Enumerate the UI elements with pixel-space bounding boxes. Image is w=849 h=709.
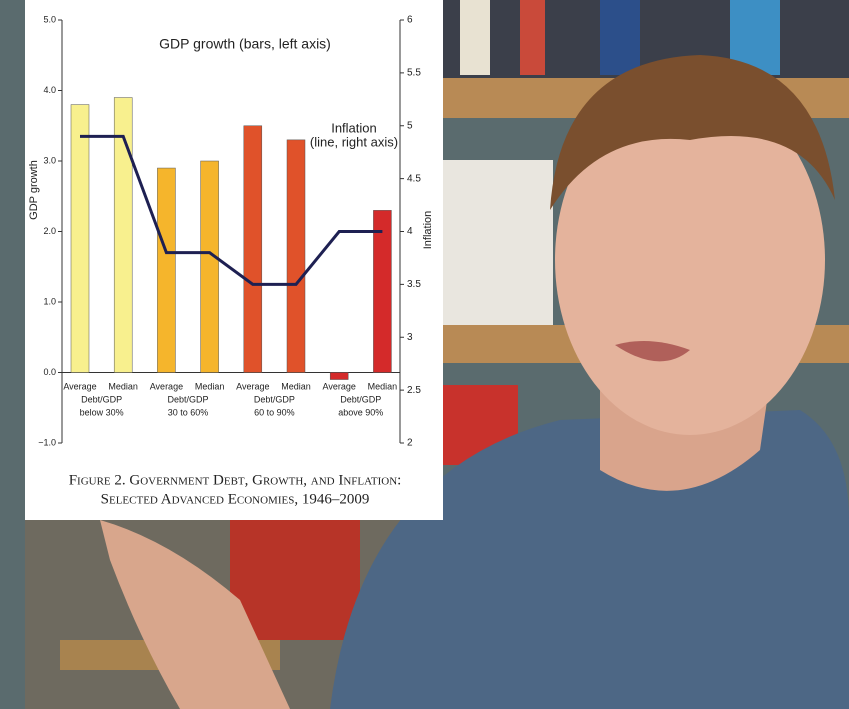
y2-tick-label: 5.5 [407,68,421,79]
books [443,160,553,325]
shirt [330,410,849,709]
bar [329,372,349,380]
y-tick-label: 1.0 [43,296,56,306]
caption: Figure 2. Government Debt, Growth, and I… [69,472,402,488]
group-label: Debt/GDP [340,394,381,404]
x-tick-label: Median [281,381,311,391]
group-label: Debt/GDP [81,394,122,404]
book [460,0,490,75]
hair [550,55,835,210]
y-tick-label: −1.0 [38,437,56,447]
y2-tick-label: 5 [407,120,413,131]
bar [70,104,90,373]
y-tick-label: 2.0 [43,226,56,236]
line-annotation: (line, right axis) [310,134,398,149]
x-tick-label: Average [323,381,356,391]
chart: GDP growth (bars, left axis) Inflation (… [28,14,434,507]
red-box [230,520,360,640]
y2-tick-label: 3 [407,332,413,343]
mouth [615,341,690,362]
hand [100,520,290,709]
x-tick-label: Average [63,381,96,391]
y2-tick-label: 4.5 [407,173,421,184]
group-label: above 90% [338,407,383,417]
caption: Selected Advanced Economies, 1946–2009 [101,491,370,507]
bar [157,167,176,373]
y-tick-label: 4.0 [43,85,56,95]
y-tick-label: 5.0 [43,14,56,24]
y2-axis-label: Inflation [422,211,434,250]
y-tick-label: 3.0 [43,155,56,165]
x-tick-label: Average [236,381,269,391]
book [600,0,640,75]
group-label: Debt/GDP [167,394,208,404]
x-tick-label: Average [150,381,183,391]
y2-tick-label: 4 [407,226,413,237]
bar [113,97,133,373]
group-label: below 30% [80,407,124,417]
y-axis-label: GDP growth [28,160,40,220]
bar [373,210,392,373]
chart-title: GDP growth (bars, left axis) [159,36,331,52]
y2-tick-label: 6 [407,15,413,26]
line-annotation: Inflation [331,120,377,135]
bar [200,160,219,373]
x-tick-label: Median [108,381,138,391]
book [520,0,545,75]
bar [243,125,263,373]
y2-tick-label: 2.5 [407,385,421,396]
group-label: Debt/GDP [254,394,295,404]
x-tick-label: Median [195,381,225,391]
y2-tick-label: 3.5 [407,279,421,290]
group-label: 30 to 60% [168,407,209,417]
group-label: 60 to 90% [254,407,295,417]
line [80,134,383,286]
y-tick-label: 0.0 [43,367,56,377]
bar [286,139,306,373]
x-tick-label: Median [368,381,398,391]
y2-tick-label: 2 [407,438,413,449]
